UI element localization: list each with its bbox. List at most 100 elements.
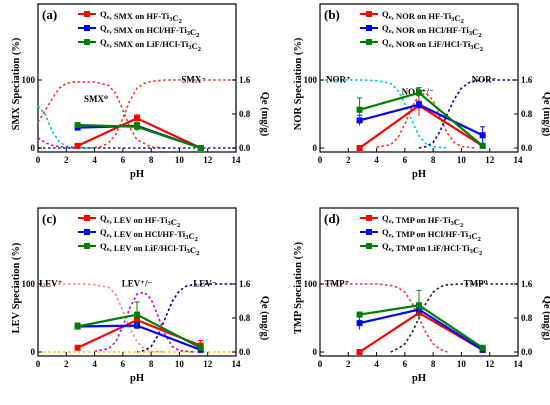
y-right-tick-label: 0.0 <box>521 143 533 153</box>
legend-label: Qe, NOR on HF-Ti3C2 <box>382 9 464 25</box>
qe-series <box>74 301 204 353</box>
plot-frame <box>319 3 519 153</box>
x-tick-label: 6 <box>403 155 408 165</box>
y-right-axis-title: Qe (mg/g) <box>541 296 550 341</box>
y-right-tick-label: 1.6 <box>239 279 251 289</box>
data-point <box>134 115 140 122</box>
y-right-tick-label: 0.8 <box>239 109 251 119</box>
qe-series <box>356 87 486 151</box>
species-label: SMX⁻ <box>181 75 206 85</box>
legend-swatch-marker <box>366 39 372 45</box>
y-right-tick-label: 0.8 <box>239 313 251 323</box>
panel-tag: (d) <box>324 211 340 226</box>
y-left-tick-label: 100 <box>304 75 318 85</box>
legend-swatch-marker <box>84 229 90 235</box>
y-right-tick-label: 0.0 <box>239 143 251 153</box>
y-right-tick-label: 0.0 <box>521 347 533 357</box>
y-left-tick-label: 0 <box>31 143 36 153</box>
panel-b: NOR⁺NOR⁺/⁻NOR⁻0246810121401000.00.81.6pH… <box>293 3 550 180</box>
legend-label: Qe, SMX on HCl/HF-Ti3C2 <box>100 23 200 39</box>
qe-series <box>356 289 486 355</box>
legend-swatch-marker <box>366 243 372 249</box>
y-left-tick-label: 0 <box>313 143 318 153</box>
x-tick-label: 4 <box>92 155 97 165</box>
legend-swatch-marker <box>84 243 90 249</box>
speciation-curve-lev <box>38 283 166 353</box>
x-tick-label: 2 <box>64 359 69 369</box>
speciation-curve-nor <box>418 79 518 149</box>
legend-swatch-marker <box>84 39 90 45</box>
x-tick-label: 2 <box>64 155 69 165</box>
x-tick-label: 8 <box>149 359 154 369</box>
x-axis-title: pH <box>130 373 144 384</box>
y-left-tick-label: 100 <box>304 279 318 289</box>
data-point <box>416 302 422 309</box>
legend-swatch-marker <box>366 25 372 31</box>
legend-label: Qe, TMP on LiF/HCl-Ti3C2 <box>382 241 482 257</box>
speciation-curve-smx <box>94 79 236 149</box>
data-point <box>416 101 422 108</box>
legend-label: Qe, NOR on HCl/HF-Ti3C2 <box>382 23 482 39</box>
data-point <box>74 142 81 149</box>
panel-tag: (a) <box>42 7 57 22</box>
panel-a: SMX⁰ SMX⁻ 0 2 4 6 8 10 12 14 0 100 0.0 0.8 1.6 pH SMX Sp… <box>11 3 270 180</box>
data-point <box>74 122 81 129</box>
x-tick-label: 0 <box>318 155 323 165</box>
speciation-curve-nor <box>376 92 476 149</box>
species-label: TMP⁰ <box>464 279 488 289</box>
panel-c: LEV⁺ LEV⁺/⁻ LEV⁻ 0 2 4 6 8 10 12 14 0 100 0.0 0.8 1.6 pH… <box>11 207 270 384</box>
x-tick-label: 12 <box>203 155 213 165</box>
y-right-tick-label: 1.6 <box>239 75 251 85</box>
legend-label: Qe, NOR on LiF/HCl-Ti3C2 <box>382 37 483 53</box>
y-right-tick-label: 0.8 <box>521 313 533 323</box>
x-axis-title: pH <box>412 169 426 180</box>
species-label: NOR⁺ <box>326 75 351 85</box>
y-right-tick-label: 0.0 <box>239 347 251 357</box>
data-point <box>197 344 204 351</box>
y-right-axis-title: Qe (mg/g) <box>259 296 270 341</box>
legend-swatch-marker <box>84 25 90 31</box>
legend-label: Qe, SMX on HF-Ti3C2 <box>100 9 182 25</box>
x-tick-label: 10 <box>457 359 467 369</box>
x-tick-label: 2 <box>346 155 351 165</box>
speciation-curves <box>320 283 518 353</box>
x-tick-label: 10 <box>457 155 467 165</box>
data-point <box>134 311 140 318</box>
y-right-axis-title: Qe (mg/g) <box>259 92 270 137</box>
x-tick-label: 6 <box>121 155 126 165</box>
panel-d: TMP⁺ TMP⁰ 0 2 4 6 8 10 12 14 0 100 0.0 0.8 1.6 pH TMP Sp… <box>293 207 550 384</box>
x-tick-label: 6 <box>403 359 408 369</box>
x-tick-label: 14 <box>514 359 524 369</box>
panel-tag: (b) <box>324 7 340 22</box>
y-left-axis-title: NOR Speciation (%) <box>293 37 304 130</box>
data-point <box>197 145 204 151</box>
y-left-axis-title: TMP Speciation (%) <box>293 241 304 334</box>
legend-swatch-marker <box>366 11 372 17</box>
x-tick-label: 4 <box>92 359 97 369</box>
x-tick-label: 6 <box>121 359 126 369</box>
y-left-tick-label: 100 <box>22 279 36 289</box>
y-right-tick-label: 1.6 <box>521 75 533 85</box>
y-left-tick-label: 100 <box>22 75 36 85</box>
panel-tag: (c) <box>42 211 56 226</box>
speciation-curve-tmp <box>320 283 448 353</box>
species-label: LEV⁻ <box>193 279 217 289</box>
x-axis-title: pH <box>130 169 144 180</box>
data-point <box>356 145 363 151</box>
legend-label: Qe, LEV on LiF/HCl-Ti3C2 <box>100 241 199 257</box>
x-axis-title: pH <box>412 373 426 384</box>
x-tick-label: 14 <box>232 359 242 369</box>
qe-series <box>74 114 204 151</box>
x-tick-label: 8 <box>149 155 154 165</box>
x-tick-label: 10 <box>175 155 185 165</box>
speciation-curve-tmp <box>390 283 518 353</box>
x-tick-label: 14 <box>232 155 242 165</box>
legend-label: Qe, TMP on HCl/HF-Ti3C2 <box>382 227 481 243</box>
speciation-curves <box>320 79 518 149</box>
speciation-curve-smx <box>37 81 166 149</box>
plot-frame <box>319 207 519 357</box>
